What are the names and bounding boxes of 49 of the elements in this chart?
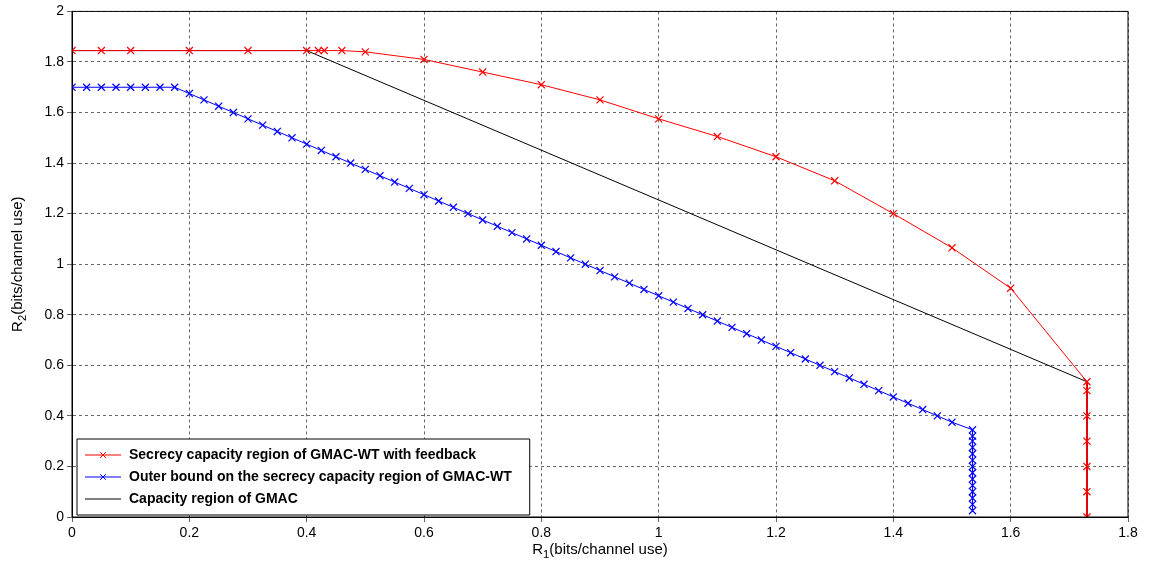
y-tick-label: 1.8	[44, 52, 65, 69]
point	[947, 243, 957, 252]
legend-label: Outer bound on the secrecy capacity region of GMAC-WT	[129, 467, 513, 484]
y-tick-label: 0.6	[44, 356, 65, 373]
point	[1082, 437, 1092, 446]
x-tick-label: 1.4	[883, 524, 904, 541]
point	[185, 46, 194, 55]
point	[302, 46, 311, 55]
y-tick-label: 1.4	[44, 153, 65, 170]
point	[713, 132, 722, 141]
y-axis-title: R2(bits/channel use)	[8, 196, 29, 332]
point	[595, 95, 605, 105]
point	[771, 152, 781, 161]
point	[889, 209, 898, 218]
x-tick-label: 1	[654, 524, 663, 541]
x-tick-label: 0	[68, 524, 77, 541]
x-tick-label: 0.6	[414, 524, 434, 541]
point	[97, 46, 106, 55]
x-tick-label: 0.4	[296, 524, 317, 541]
point	[478, 67, 487, 77]
point	[654, 114, 663, 123]
legend-label: Capacity region of GMAC	[129, 489, 298, 506]
y-tick-label: 0.8	[44, 305, 65, 322]
point	[320, 46, 329, 55]
point	[361, 47, 370, 56]
point	[419, 55, 429, 64]
point	[243, 46, 253, 55]
point	[314, 46, 323, 55]
x-tick-label: 0.2	[179, 524, 200, 541]
point	[1082, 462, 1092, 471]
point	[537, 80, 546, 89]
x-tick-label: 0.8	[531, 524, 552, 541]
y-tick-label: 1.2	[44, 204, 65, 221]
x-tick-label: 1.8	[1118, 524, 1138, 541]
x-tick-label: 1.6	[1000, 524, 1021, 541]
y-tick-label: 0	[56, 507, 65, 524]
y-tick-label: 1.6	[44, 103, 65, 120]
x-tick-label: 1.2	[766, 524, 786, 541]
y-tick-label: 2	[56, 2, 65, 19]
legend-label: Secrecy capacity region of GMAC-WT with feedback	[129, 445, 477, 462]
y-tick-label: 0.4	[44, 406, 65, 423]
point	[337, 46, 346, 55]
y-tick-label: 1	[56, 255, 65, 272]
point	[126, 46, 135, 55]
y-tick-label: 0.2	[44, 457, 65, 474]
point	[830, 176, 839, 185]
point	[1082, 487, 1092, 496]
point	[1006, 284, 1015, 293]
point	[1082, 411, 1092, 421]
